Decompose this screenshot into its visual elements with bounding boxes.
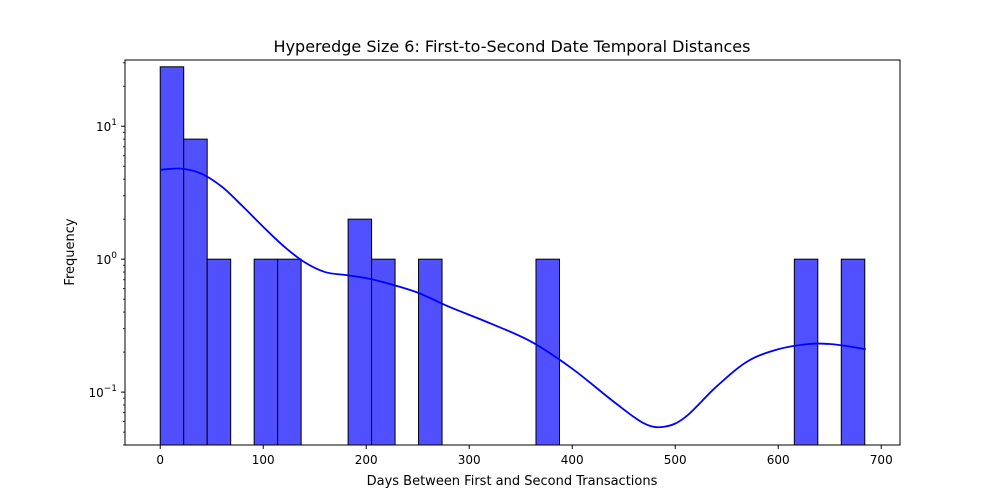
kde-curve-group — [160, 167, 866, 429]
x-tick-label: 500 — [664, 453, 687, 467]
y-axis: 10−1 100 101 — [88, 62, 125, 446]
histogram-bar-0 — [159, 66, 185, 446]
x-tick-label: 100 — [252, 453, 275, 467]
y-tick-label: 10−1 — [88, 384, 117, 400]
histogram-bar-4 — [277, 258, 302, 446]
histogram-bar-7 — [418, 258, 443, 446]
kde-curve — [160, 167, 866, 429]
histogram-bar-6 — [371, 258, 396, 446]
x-tick-label: 700 — [870, 453, 893, 467]
histogram-bar-9 — [793, 258, 819, 446]
x-tick-label: 600 — [767, 453, 790, 467]
plot-frame — [124, 59, 901, 446]
histogram-bar-5 — [347, 218, 373, 446]
x-tick-label: 400 — [561, 453, 584, 467]
histogram-bar-10 — [840, 258, 866, 446]
y-axis-label: Frequency — [63, 218, 78, 285]
histogram-bar-3 — [253, 258, 279, 446]
x-tick-label: 200 — [355, 453, 378, 467]
chart-title: Hyperedge Size 6: First-to-Second Date T… — [274, 37, 751, 56]
x-axis-label: Days Between First and Second Transactio… — [367, 474, 658, 489]
x-axis: 0 100 200 300 400 500 600 700 — [156, 445, 893, 467]
histogram-bar-2 — [206, 258, 232, 446]
x-tick-label: 0 — [156, 453, 164, 467]
histogram-bar-1 — [183, 138, 208, 446]
histogram-bars — [159, 66, 866, 446]
x-tick-label: 300 — [458, 453, 481, 467]
y-tick-label: 100 — [96, 251, 117, 267]
y-tick-label: 101 — [96, 118, 117, 134]
